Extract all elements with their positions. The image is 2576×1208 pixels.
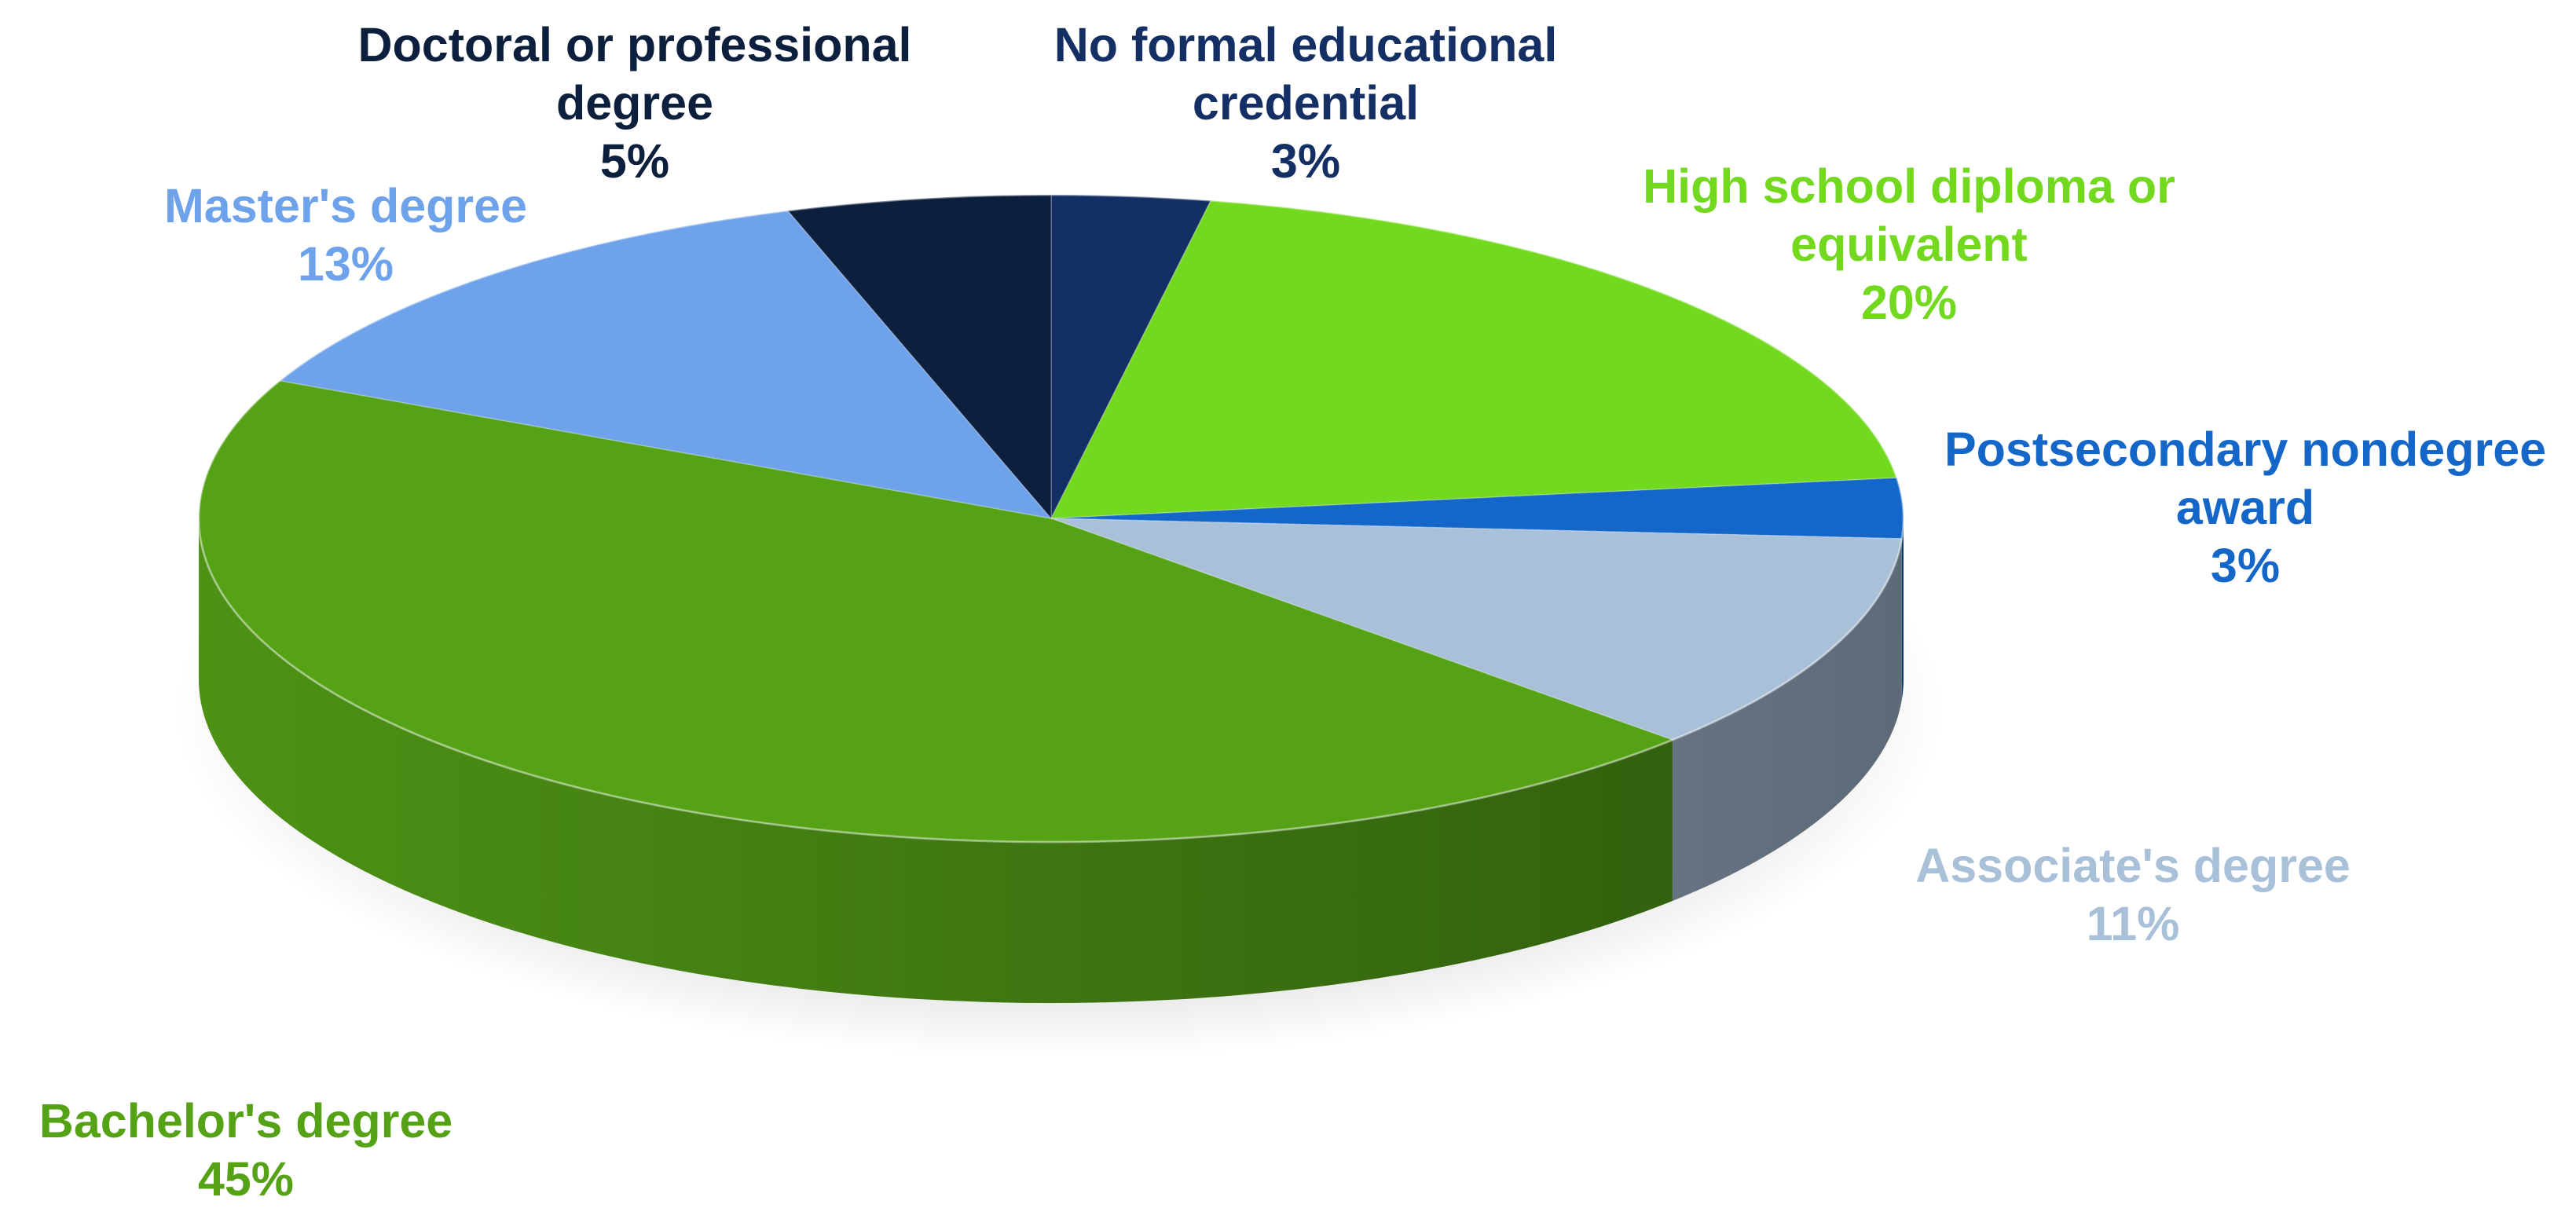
pie-slice-postsecondary-nondegree-award (1050, 477, 1904, 540)
slice-value-label: 3% (1270, 134, 1341, 188)
data-label-no-formal-educational-credential: No formal educational credential 3% (1054, 16, 1558, 190)
pie-slice-no-formal-educational-credential (1050, 194, 1212, 519)
slice-value-label: 5% (599, 134, 670, 188)
pie-slice-doctoral-or-professional-degree (786, 194, 1052, 521)
slice-label-text: Postsecondary nondegree (1944, 423, 2547, 476)
data-label-master-s-degree: Master's degree 13% (164, 177, 527, 293)
slice-value-label: 11% (2086, 897, 2180, 950)
pie-slice-bachelor-s-degree (198, 379, 1675, 843)
slice-label-text: Doctoral or professional (357, 18, 912, 71)
slice-label-text: degree (555, 76, 714, 130)
data-label-high-school-diploma-or-equivalent: High school diploma or equivalent 20% (1643, 157, 2175, 331)
data-label-postsecondary-nondegree-award: Postsecondary nondegree award 3% (1944, 420, 2546, 595)
slice-label-text: award (2175, 481, 2315, 534)
slice-value-label: 3% (2210, 539, 2281, 592)
slice-value-label: 20% (1860, 276, 1958, 329)
pie-slice-associate-s-degree (1050, 518, 1903, 741)
pie-rim (197, 193, 1905, 844)
pie-slice-high-school-diploma-or-equivalent (1050, 200, 1898, 519)
pie-slice-master-s-degree (278, 210, 1053, 520)
data-label-bachelor-s-degree: Bachelor's degree 45% (39, 1092, 453, 1208)
slice-label-text: Bachelor's degree (38, 1094, 453, 1148)
slice-label-text: No formal educational (1053, 18, 1558, 71)
pie-slice-side-bachelor-s-degree (198, 518, 1673, 1004)
data-label-doctoral-or-professional-degree: Doctoral or professional degree 5% (357, 16, 911, 190)
slice-label-text: Master's degree (163, 179, 528, 232)
slice-label-text: credential (1192, 76, 1420, 130)
pie-slice-side-postsecondary-nondegree-award (1901, 518, 1904, 700)
slice-label-text: equivalent (1790, 218, 2028, 271)
pie-slice-side-associate-s-degree (1672, 538, 1902, 902)
slice-label-text: High school diploma or (1643, 159, 2175, 213)
slice-value-label: 45% (197, 1152, 295, 1206)
data-label-associate-s-degree: Associate's degree 11% (1915, 836, 2351, 953)
slice-label-text: Associate's degree (1915, 839, 2351, 892)
slice-value-label: 13% (297, 237, 394, 291)
